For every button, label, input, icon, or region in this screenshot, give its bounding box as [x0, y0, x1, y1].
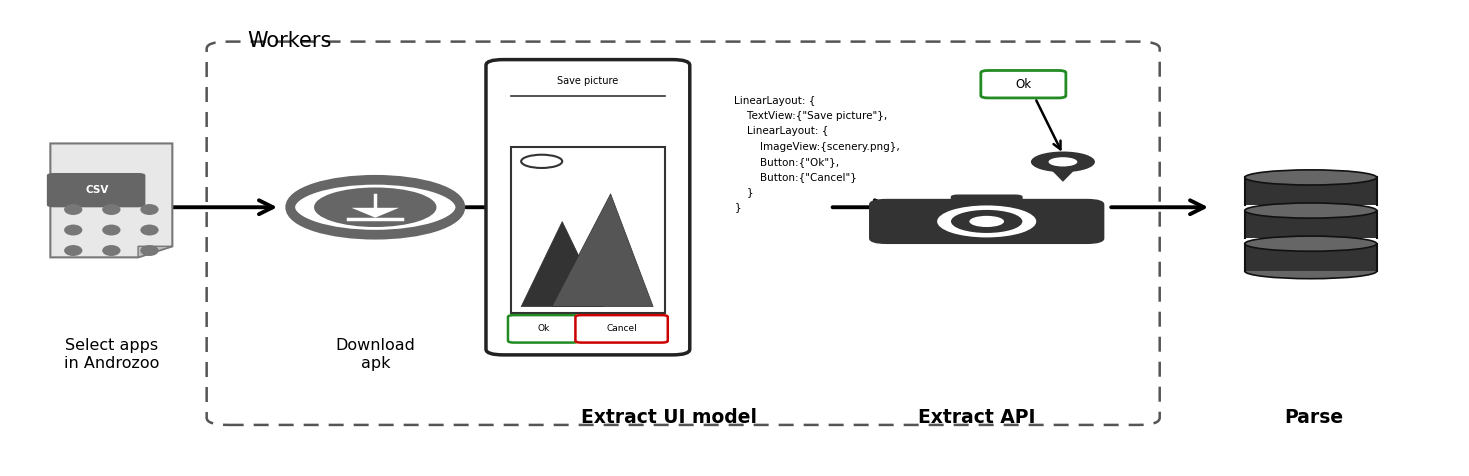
Text: Parse: Parse — [1284, 408, 1343, 427]
Text: Cancel: Cancel — [607, 324, 638, 333]
Ellipse shape — [103, 204, 120, 215]
Polygon shape — [50, 143, 172, 258]
Circle shape — [1049, 157, 1077, 167]
Polygon shape — [552, 194, 654, 307]
Text: Extract UI model: Extract UI model — [580, 408, 757, 427]
Bar — [1244, 210, 1376, 238]
Text: LinearLayout: {
    TextView:{"Save picture"},
    LinearLayout: {
        Image: LinearLayout: { TextView:{"Save picture"… — [734, 96, 900, 212]
FancyBboxPatch shape — [981, 70, 1066, 98]
FancyBboxPatch shape — [576, 315, 668, 343]
Text: Select apps
in Androzoo: Select apps in Androzoo — [63, 338, 159, 370]
Polygon shape — [1046, 164, 1081, 182]
Text: Ok: Ok — [1015, 78, 1031, 91]
Ellipse shape — [1244, 203, 1376, 218]
Text: Workers: Workers — [248, 31, 332, 51]
Polygon shape — [138, 246, 172, 258]
FancyBboxPatch shape — [508, 315, 579, 343]
Ellipse shape — [141, 225, 159, 236]
Ellipse shape — [141, 204, 159, 215]
Polygon shape — [351, 208, 400, 218]
Ellipse shape — [1244, 264, 1376, 278]
FancyBboxPatch shape — [950, 195, 1022, 208]
FancyBboxPatch shape — [870, 199, 1105, 244]
Text: Ok: Ok — [538, 324, 549, 333]
Circle shape — [950, 210, 1022, 233]
Circle shape — [970, 216, 1003, 227]
Ellipse shape — [1244, 170, 1376, 185]
Polygon shape — [521, 221, 604, 307]
FancyBboxPatch shape — [47, 173, 145, 208]
Ellipse shape — [103, 245, 120, 256]
Circle shape — [314, 188, 436, 227]
Text: Extract API: Extract API — [918, 408, 1036, 427]
FancyBboxPatch shape — [511, 147, 665, 313]
Circle shape — [937, 206, 1036, 238]
Ellipse shape — [103, 225, 120, 236]
Ellipse shape — [65, 225, 82, 236]
Text: Save picture: Save picture — [557, 76, 618, 86]
Circle shape — [1031, 151, 1094, 172]
Ellipse shape — [65, 204, 82, 215]
Ellipse shape — [141, 245, 159, 256]
Text: Download
apk: Download apk — [335, 338, 416, 370]
FancyBboxPatch shape — [504, 65, 673, 96]
Text: CSV: CSV — [87, 185, 109, 195]
FancyBboxPatch shape — [486, 60, 690, 355]
Bar — [1244, 244, 1376, 271]
Bar — [1244, 178, 1376, 205]
Ellipse shape — [1244, 236, 1376, 251]
Ellipse shape — [65, 245, 82, 256]
